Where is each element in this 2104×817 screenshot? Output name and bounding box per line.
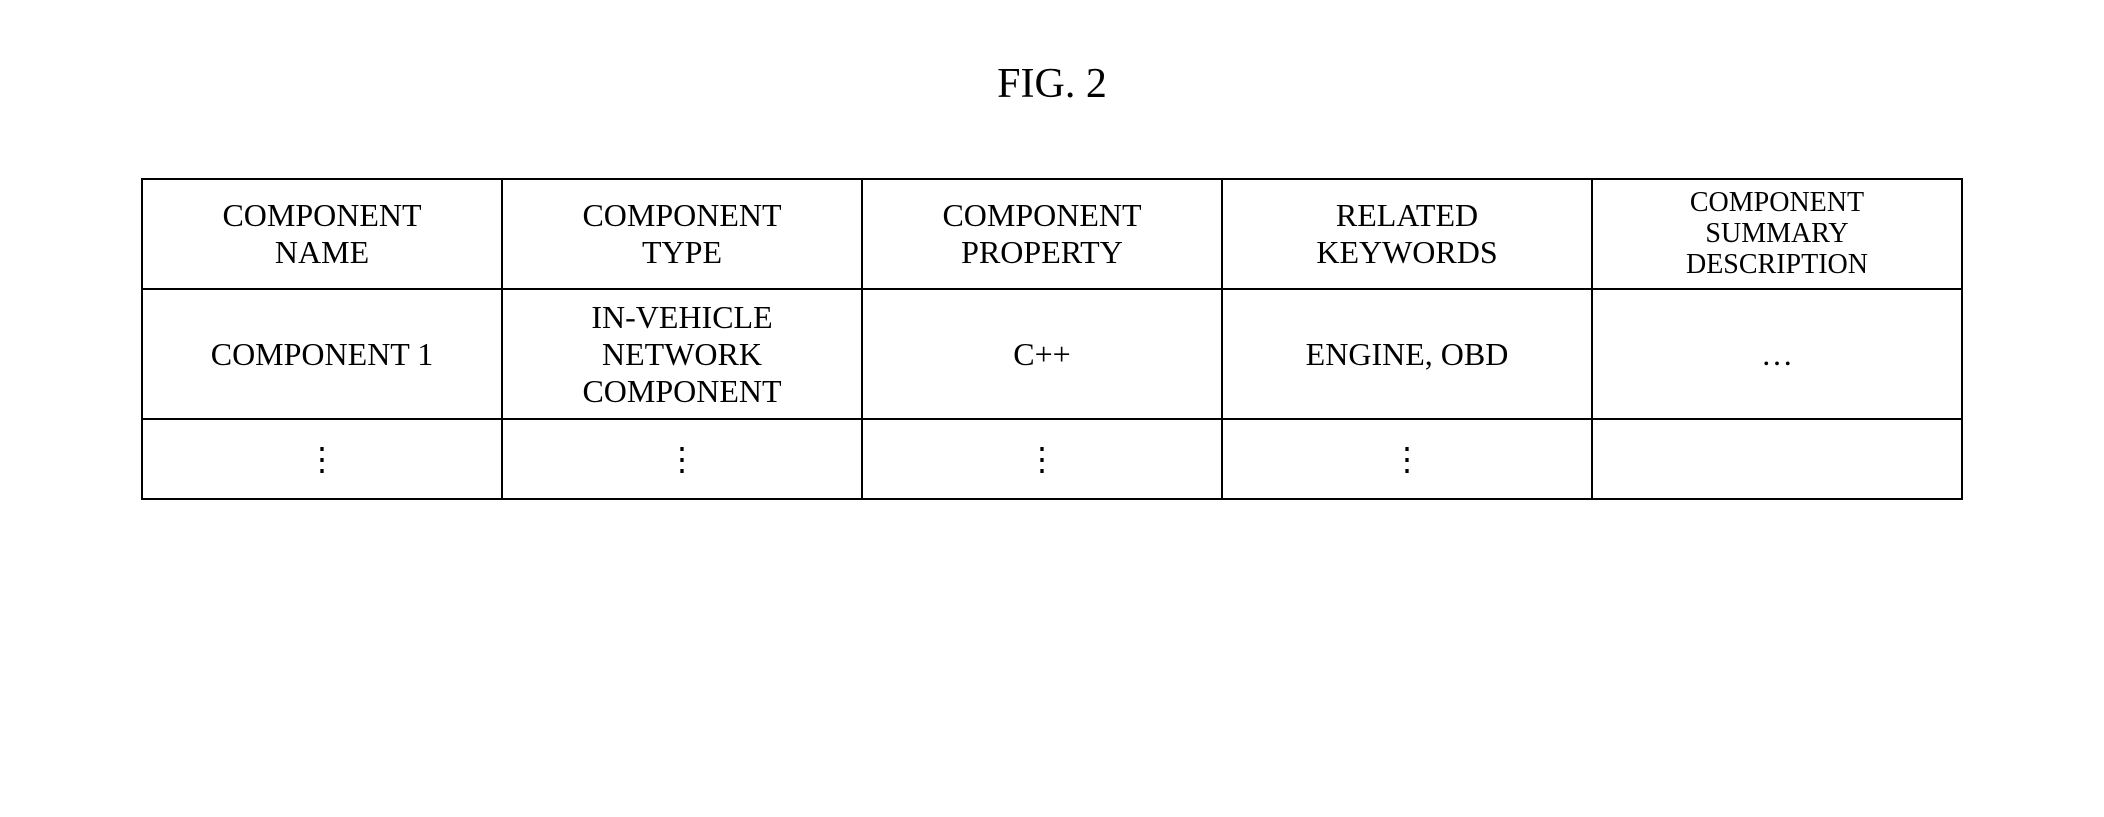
col-header-type: COMPONENT TYPE — [502, 179, 862, 289]
col-header-property: COMPONENT PROPERTY — [862, 179, 1222, 289]
table-ellipsis-row: ⋮ ⋮ ⋮ ⋮ — [142, 419, 1962, 499]
vdots-icon: ⋮ — [666, 441, 698, 477]
col-header-text: RELATED — [1336, 197, 1478, 233]
col-header-text: KEYWORDS — [1316, 234, 1497, 270]
col-header-text: COMPONENT — [942, 197, 1141, 233]
col-header-text: NAME — [275, 234, 369, 270]
figure-title: FIG. 2 — [997, 60, 1107, 108]
vdots-icon: ⋮ — [1026, 441, 1058, 477]
col-header-text: COMPONENT — [1690, 187, 1864, 218]
col-header-summary: COMPONENT SUMMARY DESCRIPTION — [1592, 179, 1962, 289]
col-header-text: PROPERTY — [961, 234, 1123, 270]
col-header-keywords: RELATED KEYWORDS — [1222, 179, 1592, 289]
col-header-text: SUMMARY — [1705, 218, 1848, 249]
cell-vdots: ⋮ — [862, 419, 1222, 499]
component-table: COMPONENT NAME COMPONENT TYPE COMPONENT … — [141, 178, 1963, 500]
col-header-text: COMPONENT — [582, 197, 781, 233]
vdots-icon: ⋮ — [306, 441, 338, 477]
table-row: COMPONENT 1 IN-VEHICLE NETWORK COMPONENT… — [142, 289, 1962, 419]
cell-text: IN-VEHICLE — [591, 299, 772, 335]
cell-type: IN-VEHICLE NETWORK COMPONENT — [502, 289, 862, 419]
cell-vdots: ⋮ — [502, 419, 862, 499]
vdots-icon: ⋮ — [1391, 441, 1423, 477]
cell-vdots: ⋮ — [142, 419, 502, 499]
cell-text: COMPONENT — [582, 373, 781, 409]
cell-text: NETWORK — [602, 336, 762, 372]
col-header-text: COMPONENT — [222, 197, 421, 233]
cell-empty — [1592, 419, 1962, 499]
cell-summary: … — [1592, 289, 1962, 419]
col-header-text: DESCRIPTION — [1686, 249, 1868, 280]
cell-property: C++ — [862, 289, 1222, 419]
col-header-name: COMPONENT NAME — [142, 179, 502, 289]
table-header-row: COMPONENT NAME COMPONENT TYPE COMPONENT … — [142, 179, 1962, 289]
cell-name: COMPONENT 1 — [142, 289, 502, 419]
cell-keywords: ENGINE, OBD — [1222, 289, 1592, 419]
cell-vdots: ⋮ — [1222, 419, 1592, 499]
col-header-text: TYPE — [642, 234, 722, 270]
